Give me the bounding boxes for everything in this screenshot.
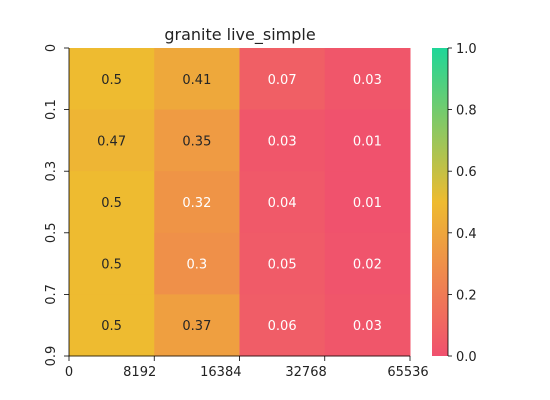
cell-value-label: 0.32 — [182, 196, 211, 211]
heatmap-cell — [69, 48, 155, 111]
heatmap-cell — [324, 48, 411, 111]
cell-value-label: 0.06 — [268, 319, 297, 334]
colorbar-tick-label: 0.8 — [456, 104, 477, 119]
heatmap-cell — [69, 232, 155, 295]
heatmap-cell — [239, 48, 326, 111]
heatmap-cell — [239, 109, 326, 172]
cell-value-label: 0.02 — [353, 258, 382, 273]
colorbar: 0.0 0.2 0.4 0.6 0.8 1.0 — [432, 42, 477, 365]
cell-value-label: 0.04 — [268, 196, 297, 211]
cell-value-label: 0.07 — [268, 73, 297, 88]
heatmap-cell — [154, 232, 240, 295]
y-axis: 0 0.1 0.3 0.5 0.7 0.9 — [44, 44, 70, 367]
x-tick-label: 8192 — [123, 365, 156, 380]
colorbar-gradient — [432, 48, 448, 356]
x-tick-label: 65536 — [387, 365, 428, 380]
x-axis: 0 8192 16384 32768 65536 — [65, 355, 429, 380]
x-tick-label: 16384 — [200, 365, 241, 380]
cell-value-label: 0.3 — [187, 258, 208, 273]
heatmap-cell — [324, 109, 411, 172]
cell-value-label: 0.05 — [268, 258, 297, 273]
y-tick-label: 0.5 — [44, 222, 59, 243]
cell-value-label: 0.5 — [101, 258, 122, 273]
cell-value-label: 0.5 — [101, 73, 122, 88]
heatmap-cell — [154, 109, 240, 172]
heatmap-cell — [154, 48, 240, 111]
cell-value-label: 0.5 — [101, 196, 122, 211]
colorbar-tick-label: 0.4 — [456, 227, 477, 242]
cell-value-label: 0.47 — [97, 134, 126, 149]
heatmap-cell — [324, 294, 411, 357]
heatmap-cell — [239, 232, 326, 295]
cell-value-label: 0.5 — [101, 319, 122, 334]
x-tick-label: 32768 — [285, 365, 326, 380]
heatmap-cell — [69, 294, 155, 357]
heatmap-cell — [69, 109, 155, 172]
heatmap-cell — [324, 171, 411, 234]
cell-value-label: 0.35 — [182, 134, 211, 149]
cell-value-label: 0.41 — [182, 73, 211, 88]
cell-value-label: 0.03 — [353, 319, 382, 334]
colorbar-tick-label: 0.6 — [456, 165, 477, 180]
heatmap-cell — [69, 171, 155, 234]
heatmap-cell — [154, 171, 240, 234]
heatmap-cell — [239, 171, 326, 234]
heatmap-cells: 0.5 0.41 0.07 0.03 0.47 0.35 0.03 0.01 0.5 0.32 0.… — [69, 48, 411, 357]
cell-value-label: 0.03 — [268, 134, 297, 149]
heatmap-cell — [239, 294, 326, 357]
y-tick-label: 0.7 — [44, 284, 59, 305]
cell-value-label: 0.03 — [353, 73, 382, 88]
cell-value-label: 0.37 — [182, 319, 211, 334]
colorbar-tick-label: 1.0 — [456, 42, 477, 57]
colorbar-tick-label: 0.2 — [456, 288, 477, 303]
cell-value-label: 0.01 — [353, 196, 382, 211]
cell-value-label: 0.01 — [353, 134, 382, 149]
colorbar-tick-label: 0.0 — [456, 350, 477, 365]
x-tick-label: 0 — [65, 365, 73, 380]
heatmap-cell — [324, 232, 411, 295]
y-tick-label: 0.3 — [44, 161, 59, 182]
y-tick-label: 0 — [44, 44, 59, 52]
chart-title: granite live_simple — [164, 25, 315, 45]
heatmap-cell — [154, 294, 240, 357]
y-tick-label: 0.1 — [44, 99, 59, 120]
y-tick-label: 0.9 — [44, 346, 59, 367]
